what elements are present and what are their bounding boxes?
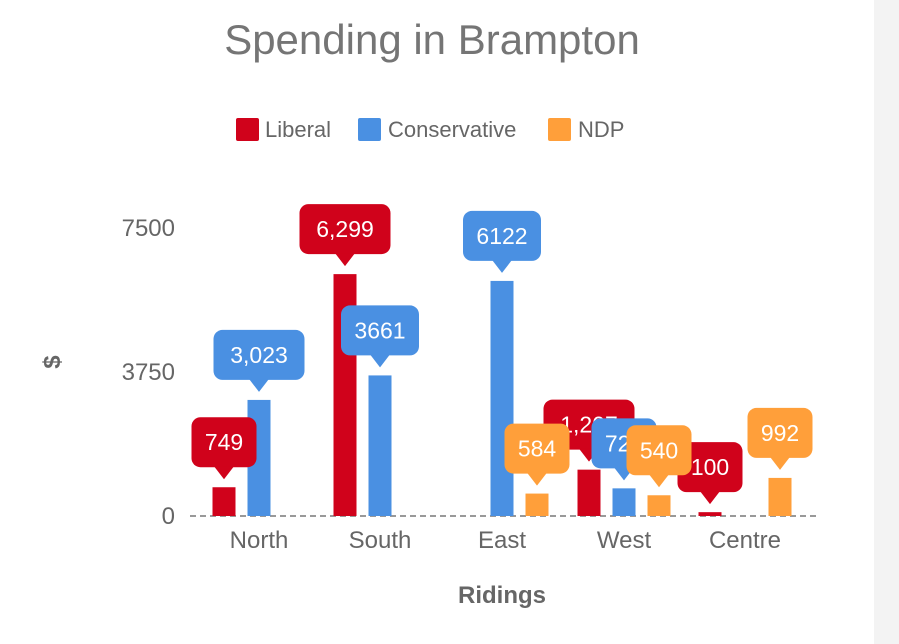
y-axis-title: $ <box>39 355 66 369</box>
data-label-text: 6122 <box>476 223 527 249</box>
data-label-bubble <box>463 210 541 261</box>
data-label-pointer <box>700 491 720 505</box>
x-axis: North South East West Centre Ridings <box>230 527 781 609</box>
data-label-bubble <box>341 305 419 356</box>
data-label-conservative-south: 3661 <box>341 305 419 368</box>
x-tick-east: East <box>478 527 526 554</box>
bar-ndp-east[interactable] <box>525 493 549 516</box>
y-tick-7500: 7500 <box>122 215 175 242</box>
legend-label-conservative: Conservative <box>388 117 516 142</box>
y-tick-3750: 3750 <box>122 359 175 386</box>
bar-liberal-north[interactable] <box>212 487 236 516</box>
data-label-liberal-south: 6,299 <box>299 204 391 267</box>
data-label-text: 3,023 <box>230 342 288 368</box>
data-label-text: 584 <box>518 436 557 462</box>
data-label-bubble <box>299 204 391 255</box>
legend-label-ndp: NDP <box>578 117 624 142</box>
data-label-pointer <box>335 253 355 267</box>
chart-title: Spending in Brampton <box>224 16 640 63</box>
bar-liberal-west[interactable] <box>577 469 601 516</box>
data-label-bubble <box>213 329 305 380</box>
legend-item-ndp[interactable]: NDP <box>548 117 624 142</box>
data-label-conservative-north: 3,023 <box>213 329 305 392</box>
data-label-pointer <box>649 474 669 488</box>
bar-conservative-west[interactable] <box>612 488 636 516</box>
bar-conservative-east[interactable] <box>490 280 514 516</box>
data-label-ndp-west: 540 <box>626 425 692 488</box>
data-label-liberal-centre: 100 <box>677 442 743 505</box>
bar-chart: Spending in Brampton Liberal Conservativ… <box>39 16 818 609</box>
data-label-bubble <box>747 407 813 458</box>
data-label-bubble <box>504 423 570 474</box>
data-label-text: 749 <box>205 429 243 455</box>
legend-item-liberal[interactable]: Liberal <box>236 117 331 142</box>
data-label-pointer <box>492 259 512 273</box>
data-label-pointer <box>770 456 790 470</box>
x-tick-south: South <box>349 527 412 554</box>
data-label-pointer <box>249 378 269 392</box>
data-label-pointer <box>527 472 547 486</box>
x-tick-centre: Centre <box>709 527 781 554</box>
data-label-bubble <box>191 417 257 468</box>
data-label-text: 540 <box>640 437 678 463</box>
x-axis-title: Ridings <box>458 582 546 609</box>
legend-item-conservative[interactable]: Conservative <box>358 117 516 142</box>
data-label-text: 6,299 <box>316 216 374 242</box>
legend-swatch-liberal <box>236 118 259 141</box>
y-axis: 0 3750 7500 $ <box>39 215 175 530</box>
y-tick-0: 0 <box>162 503 175 530</box>
side-strip <box>874 0 899 644</box>
legend: Liberal Conservative NDP <box>236 117 624 142</box>
data-label-bubble <box>677 442 743 493</box>
data-label-pointer <box>370 354 390 368</box>
x-tick-west: West <box>597 527 652 554</box>
data-label-bubble <box>626 425 692 476</box>
bar-liberal-centre[interactable] <box>698 512 722 516</box>
legend-swatch-conservative <box>358 118 381 141</box>
data-label-text: 992 <box>761 420 799 446</box>
data-label-text: 3661 <box>354 317 405 343</box>
bar-ndp-west[interactable] <box>647 495 671 516</box>
bar-ndp-centre[interactable] <box>768 477 792 516</box>
data-label-ndp-east: 584 <box>504 423 570 486</box>
x-tick-north: North <box>230 527 289 554</box>
data-label-ndp-centre: 992 <box>747 407 813 470</box>
bar-conservative-south[interactable] <box>368 375 392 516</box>
data-label-pointer <box>214 466 234 480</box>
data-label-conservative-east: 6122 <box>463 210 541 273</box>
legend-swatch-ndp <box>548 118 571 141</box>
data-label-text: 100 <box>691 454 729 480</box>
data-label-liberal-north: 749 <box>191 417 257 480</box>
legend-label-liberal: Liberal <box>265 117 331 142</box>
